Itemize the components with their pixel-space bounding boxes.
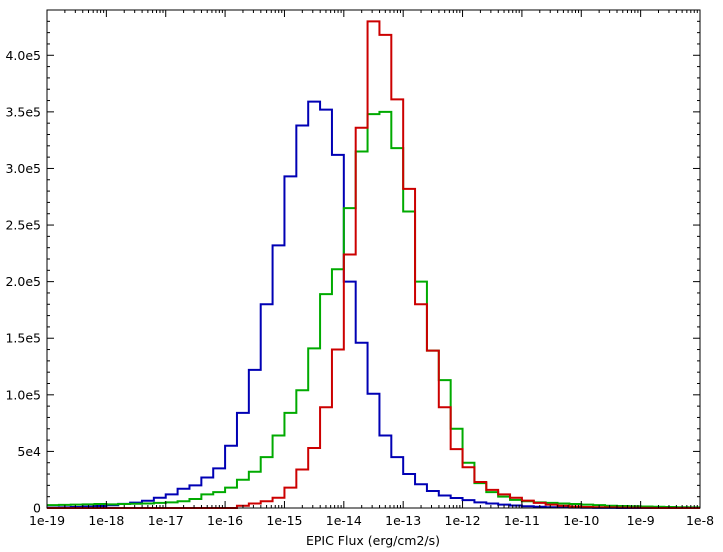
x-tick-label: 1e-19 [29,513,65,528]
y-tick-label: 2.5e5 [5,218,41,233]
plot-frame [46,9,701,509]
x-tick-label: 1e-15 [266,513,302,528]
histogram-series-2 [47,110,700,509]
y-tick-label: 0 [33,501,41,516]
y-tick-label: 3.5e5 [5,104,41,119]
series-layer [47,20,700,509]
y-tick-label: 4.0e5 [5,48,41,63]
x-tick-label: 1e-11 [504,513,540,528]
x-axis-label: EPIC Flux (erg/cm2/s) [306,533,440,548]
histogram-series-3 [47,20,700,509]
y-tick-label: 3.0e5 [5,161,41,176]
x-tick-label: 1e-14 [326,513,362,528]
x-tick-label: 1e-18 [88,513,124,528]
histogram-series-1 [47,100,700,509]
x-tick-label: 1e-10 [563,513,599,528]
x-tick-label: 1e-12 [445,513,481,528]
y-tick-label: 2.0e5 [5,274,41,289]
x-tick-label: 1e-9 [627,513,655,528]
y-tick-label: 5e4 [17,444,41,459]
y-tick-label: 1.0e5 [5,387,41,402]
x-tick-label: 1e-17 [148,513,184,528]
x-tick-label: 1e-13 [385,513,421,528]
ticks-layer: 1e-19 1e-18 1e-17 1e-16 1e-15 1e-14 1e-13 1e-12… [5,9,714,528]
x-tick-label: 1e-8 [686,513,714,528]
y-tick-label: 1.5e5 [5,331,41,346]
x-tick-label: 1e-16 [207,513,243,528]
